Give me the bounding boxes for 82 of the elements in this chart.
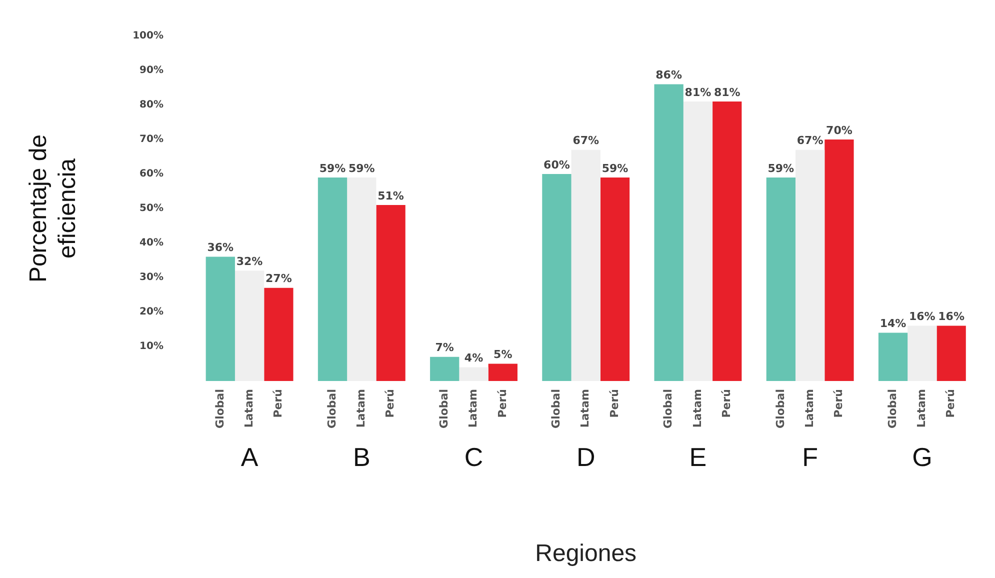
y-tick-label: 60% xyxy=(140,168,164,180)
text: Global xyxy=(437,389,450,428)
text: Perú xyxy=(832,389,846,418)
y-tick-label: 30% xyxy=(140,272,164,284)
data-label: 16% xyxy=(938,310,964,324)
text: Latam xyxy=(690,389,704,428)
data-label: 51% xyxy=(378,189,404,202)
data-label: 81% xyxy=(684,86,712,99)
bar xyxy=(683,102,713,381)
y-tick-label: 50% xyxy=(140,203,164,214)
data-label: 27% xyxy=(266,272,292,286)
bar xyxy=(908,326,937,381)
y-tick-label: 40% xyxy=(140,238,164,249)
bar xyxy=(878,332,908,381)
data-label: 59% xyxy=(348,162,375,175)
bar xyxy=(936,326,966,381)
data-label: 14% xyxy=(880,317,906,330)
data-label: 59% xyxy=(319,162,346,175)
y-tick-label: 100% xyxy=(132,30,164,42)
x-tick-label: B xyxy=(352,442,370,472)
bar xyxy=(264,288,294,381)
x-tick-label: C xyxy=(464,442,484,472)
text: Global xyxy=(325,389,338,428)
bar xyxy=(318,177,348,381)
text: Latam xyxy=(466,389,480,428)
data-label: 16% xyxy=(909,310,936,324)
data-label: 67% xyxy=(572,134,600,148)
bar xyxy=(600,177,630,381)
text: Perú xyxy=(272,389,285,418)
y-tick-label: 80% xyxy=(140,100,164,111)
data-label: 60% xyxy=(544,158,570,172)
y-tick-label: 90% xyxy=(140,65,164,76)
data-label: 5% xyxy=(494,348,512,362)
bar xyxy=(712,102,742,381)
x-axis-title: Regiones xyxy=(535,540,637,568)
text: Global xyxy=(774,389,787,428)
data-label: 70% xyxy=(826,124,852,137)
x-tick-label: G xyxy=(912,442,932,472)
data-label: 36% xyxy=(207,241,234,254)
x-tick-label: D xyxy=(576,442,596,472)
bar xyxy=(347,177,376,381)
bar xyxy=(654,84,684,381)
y-tick-label: 70% xyxy=(140,134,164,146)
text: Global xyxy=(213,389,226,428)
text: Latam xyxy=(242,389,256,428)
text: Global xyxy=(662,389,675,428)
x-tick-label: A xyxy=(240,442,259,472)
y-tick-label: 20% xyxy=(140,306,164,318)
data-label: 81% xyxy=(714,86,740,99)
y-axis-title: Porcentaje de eficiencia xyxy=(25,134,81,283)
text: Latam xyxy=(802,389,816,428)
bar xyxy=(766,177,796,381)
bar xyxy=(376,205,406,381)
text: Perú xyxy=(720,389,733,418)
data-label: 86% xyxy=(656,68,682,82)
text: Global xyxy=(886,389,899,428)
text: Perú xyxy=(496,389,509,418)
data-label: 59% xyxy=(768,162,794,175)
bar xyxy=(459,367,488,381)
bar xyxy=(234,270,264,381)
bar xyxy=(488,364,518,381)
text: Latam xyxy=(915,389,928,428)
text: Latam xyxy=(354,389,368,428)
text: Perú xyxy=(944,389,958,418)
data-label: 59% xyxy=(602,162,628,175)
text: Global xyxy=(550,389,563,428)
data-label: 32% xyxy=(236,254,263,268)
x-tick-label: E xyxy=(689,442,707,472)
bar xyxy=(571,150,600,381)
data-label: 67% xyxy=(796,134,824,148)
bar xyxy=(824,140,854,381)
bar xyxy=(795,150,825,381)
data-label: 7% xyxy=(435,341,454,354)
text: Perú xyxy=(384,389,397,418)
text: Latam xyxy=(578,389,592,428)
data-label: 4% xyxy=(464,352,484,365)
y-tick-label: 10% xyxy=(140,341,164,352)
text: Perú xyxy=(608,389,621,418)
x-tick-label: F xyxy=(802,442,818,472)
bar xyxy=(542,174,572,381)
bar xyxy=(430,356,460,381)
bar xyxy=(206,256,235,381)
